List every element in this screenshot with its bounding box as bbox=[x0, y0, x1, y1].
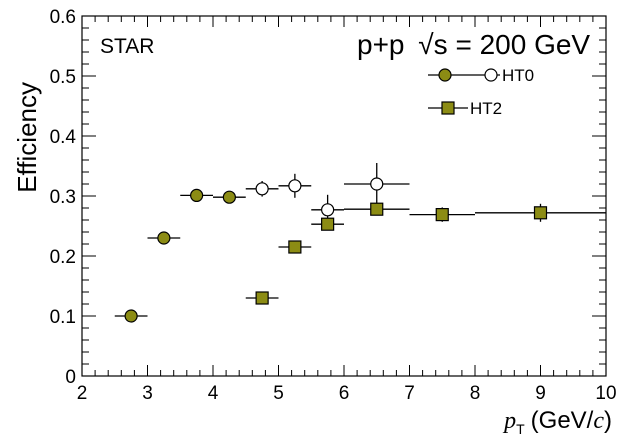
x-tick-label: 7 bbox=[404, 383, 415, 404]
ht2-point bbox=[370, 202, 384, 216]
y-tick-label: 0.3 bbox=[50, 187, 76, 208]
legend-ht2-marker bbox=[441, 101, 455, 115]
experiment-label: STAR bbox=[100, 35, 154, 58]
legend-ht0-open-marker bbox=[484, 68, 498, 82]
y-tick-label: 0.5 bbox=[50, 67, 76, 88]
y-tick-label: 0 bbox=[65, 367, 76, 388]
legend-ht2-label: HT2 bbox=[470, 99, 502, 118]
legend-ht0-filled-marker bbox=[438, 68, 452, 82]
y-tick-label: 0.4 bbox=[50, 127, 77, 148]
sqrt-symbol: √ bbox=[418, 29, 434, 60]
ht0-point bbox=[370, 177, 384, 191]
x-tick-label: 3 bbox=[142, 383, 153, 404]
ht0-point bbox=[222, 190, 236, 204]
y-tick-label: 0.1 bbox=[50, 307, 76, 328]
x-axis-label-subscript: T bbox=[516, 421, 525, 437]
s-letter: s bbox=[434, 29, 448, 60]
series-ht0 bbox=[114, 163, 410, 323]
ht0-point bbox=[321, 203, 335, 217]
x-tick-label: 9 bbox=[535, 383, 546, 404]
x-axis-label-units-close: ) bbox=[604, 407, 612, 434]
ht0-point bbox=[157, 231, 171, 245]
ht2-point bbox=[321, 217, 335, 231]
x-tick-label: 4 bbox=[208, 383, 219, 404]
x-axis-label: pT (GeV/c) bbox=[502, 407, 612, 437]
series-ht2 bbox=[245, 202, 606, 305]
ht0-point bbox=[288, 179, 302, 193]
x-axis-label-units-c: c bbox=[593, 408, 604, 434]
x-tick-label: 5 bbox=[273, 383, 284, 404]
y-axis-label: Efficiency bbox=[12, 82, 42, 193]
axis-ticks: 2 3 4 5 6 7 8 9 10 0 0.1 0.2 0.3 0.4 0.5 0.6 bbox=[50, 7, 617, 404]
data-points bbox=[114, 163, 606, 323]
energy-label: = 200 GeV bbox=[455, 29, 590, 60]
y-tick-label: 0.6 bbox=[50, 7, 76, 28]
ht0-point bbox=[190, 188, 204, 202]
ht2-point bbox=[288, 240, 302, 254]
x-axis-label-units-open: (GeV/ bbox=[531, 407, 594, 434]
y-tick-label: 0.2 bbox=[50, 247, 76, 268]
x-axis-label-p: p bbox=[502, 408, 516, 434]
ht0-point bbox=[255, 182, 269, 196]
ht2-point bbox=[533, 206, 548, 220]
x-tick-label: 8 bbox=[470, 383, 481, 404]
x-tick-label: 10 bbox=[595, 383, 616, 404]
collision-system-label: p+p √s = 200 GeV bbox=[357, 29, 590, 60]
ht2-point bbox=[435, 208, 449, 222]
ht0-point bbox=[124, 309, 138, 323]
legend: HT0 HT2 bbox=[428, 66, 534, 118]
legend-ht0-label: HT0 bbox=[502, 66, 534, 85]
x-tick-label: 6 bbox=[339, 383, 350, 404]
system-prefix: p+p bbox=[357, 29, 405, 60]
ht2-point bbox=[255, 291, 269, 305]
x-tick-label: 2 bbox=[77, 383, 88, 404]
